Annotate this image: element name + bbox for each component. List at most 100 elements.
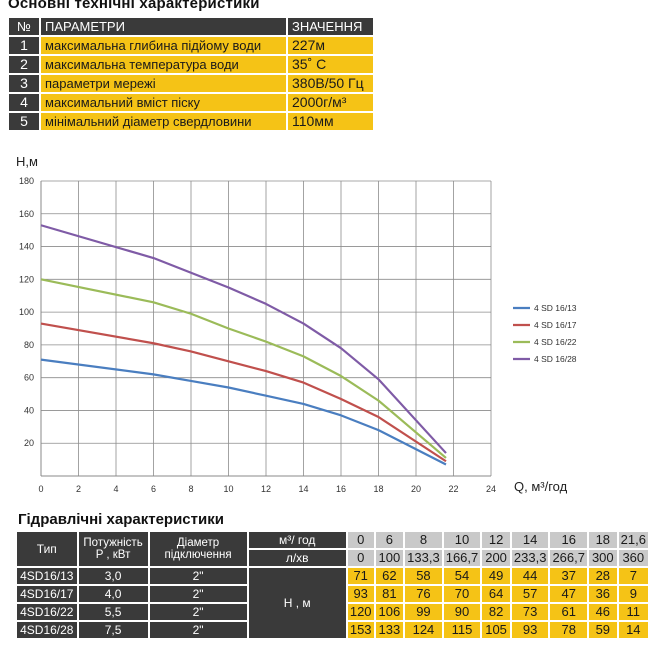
head-cell: 82 [482,604,510,620]
y-tick-label: 60 [24,373,34,383]
flow-m3h-cell: 6 [375,532,404,548]
head-cell: 115 [443,622,481,638]
flow-lmin-cell: 200 [482,550,510,566]
y-tick-label: 20 [24,438,34,448]
legend-label: 4 SD 16/22 [534,337,577,347]
y-tick-label: 180 [19,176,34,186]
spec-header-value: ЗНАЧЕННЯ [288,18,373,35]
head-cell: 76 [405,586,442,602]
series-line [40,224,447,454]
col-diameter-header-line1: Діаметр [176,537,220,549]
spec-row: 1 максимальна глибина підйому води 227м [9,37,373,54]
series-line [40,358,447,466]
unit-lmin-label: л/хв [248,550,346,566]
spec-row: 3 параметри мережі 380В/50 Гц [9,75,373,92]
head-cell: 71 [347,568,374,584]
head-cell: 133 [375,622,404,638]
head-cell: 36 [588,586,617,602]
col-diameter-header: Діаметр підключення [149,532,247,566]
head-cell: 62 [375,568,404,584]
legend-label: 4 SD 16/17 [534,320,577,330]
pump-type: 4SD16/28 [17,622,77,638]
x-tick-label: 10 [223,484,233,494]
flow-m3h-cell: 18 [588,532,617,548]
head-cell: 90 [443,604,481,620]
head-cell: 70 [443,586,481,602]
y-tick-label: 140 [19,242,34,252]
spec-row-value: 35˚ С [288,56,373,73]
y-tick-label: 40 [24,405,34,415]
head-label: Н , м [248,568,346,638]
spec-row: 5 мінімальний діаметр свердловини 110мм [9,113,373,130]
x-tick-label: 8 [188,484,193,494]
head-cell: 44 [511,568,549,584]
head-cell: 14 [618,622,648,638]
flow-lmin-cell: 233,3 [511,550,549,566]
spec-row-num: 5 [9,113,39,130]
y-tick-label: 120 [19,274,34,284]
unit-m3h-label: м³/ год [248,532,346,548]
flow-lmin-cell: 100 [375,550,404,566]
spec-row-num: 1 [9,37,39,54]
y-tick-label: 80 [24,340,34,350]
spec-row-num: 4 [9,94,39,111]
x-tick-label: 0 [38,484,43,494]
flow-m3h-cell: 12 [482,532,510,548]
head-cell: 78 [550,622,587,638]
series-line [40,278,447,459]
spec-header-param: ПАРАМЕТРИ [41,18,286,35]
col-power-header-line2: P , кВт [95,549,131,561]
x-tick-label: 4 [113,484,118,494]
x-tick-label: 22 [448,484,458,494]
table-row: 4SD16/28 7,5 2" 153 133 124 115 105 93 7… [17,622,648,638]
hydraulic-table: Тип Потужність P , кВт Діаметр підключен… [15,530,650,640]
spec-row-value: 2000г/м³ [288,94,373,111]
head-cell: 105 [482,622,510,638]
pump-diameter: 2" [149,568,247,584]
table-row: 4SD16/13 3,0 2" Н , м 71 62 58 54 49 44 … [17,568,648,638]
flow-m3h-cell: 8 [405,532,442,548]
x-tick-label: 20 [411,484,421,494]
col-diameter-header-line2: підключення [164,549,232,561]
head-cell: 93 [511,622,549,638]
hyd-header-row-1: Тип Потужність P , кВт Діаметр підключен… [17,532,648,566]
spec-table: № ПАРАМЕТРИ ЗНАЧЕННЯ 1 максимальна глиби… [7,16,375,132]
flow-m3h-cell: 0 [347,532,374,548]
x-tick-label: 16 [336,484,346,494]
head-cell: 59 [588,622,617,638]
legend-label: 4 SD 16/28 [534,354,577,364]
head-cell: 9 [618,586,648,602]
hydraulic-title: Гідравлічні характеристики [18,511,224,528]
pump-type: 4SD16/13 [17,568,77,584]
spec-row-value: 227м [288,37,373,54]
hyd-header-row-2: л/хв 0 100 133,3 166,7 200 233,3 266,7 3… [17,550,648,566]
pump-diameter: 2" [149,604,247,620]
col-power-header: Потужність P , кВт [78,532,148,566]
spec-row-num: 3 [9,75,39,92]
spec-row: 4 максимальний вміст піску 2000г/м³ [9,94,373,111]
head-cell: 47 [550,586,587,602]
flow-m3h-cell: 16 [550,532,587,548]
head-cell: 106 [375,604,404,620]
spec-row-param: максимальний вміст піску [41,94,286,111]
x-tick-label: 24 [486,484,496,494]
head-cell: 46 [588,604,617,620]
spec-header-num: № [9,18,39,35]
pump-power: 5,5 [78,604,148,620]
legend-label: 4 SD 16/13 [534,303,577,313]
col-type-header: Тип [17,532,77,566]
head-cell: 57 [511,586,549,602]
head-cell: 81 [375,586,404,602]
pump-curve-chart: 0 2 4 6 8 10 12 14 16 18 20 22 242040608010012014016… [16,154,577,494]
spec-row-param: максимальна глибина підйому води [41,37,286,54]
x-tick-label: 14 [298,484,308,494]
flow-lmin-cell: 266,7 [550,550,587,566]
head-cell: 28 [588,568,617,584]
series-line [40,322,447,463]
x-tick-label: 12 [261,484,271,494]
pump-power: 7,5 [78,622,148,638]
x-axis-label: Q, м³/год [514,479,568,494]
head-cell: 64 [482,586,510,602]
spec-row-value: 380В/50 Гц [288,75,373,92]
x-tick-label: 18 [373,484,383,494]
